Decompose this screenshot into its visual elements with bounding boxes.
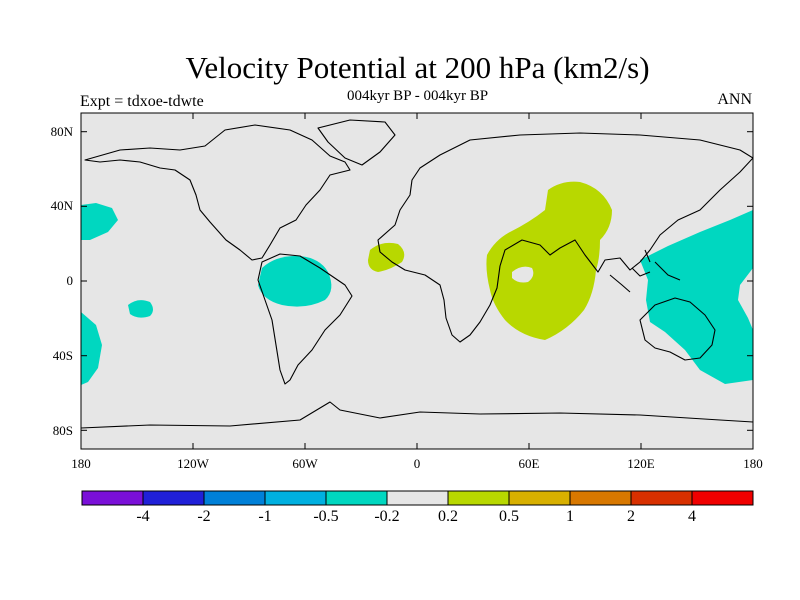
coastline-maritime-islands — [609, 249, 681, 293]
neutral-hole-arabian-sea — [512, 266, 534, 283]
colorbar-box — [142, 490, 205, 506]
colorbar-box — [691, 490, 754, 506]
colorbar-label: -0.2 — [374, 508, 400, 525]
negative-region-maritime-continent — [640, 210, 753, 384]
lat-ticks — [81, 131, 753, 431]
lat-label-40s: 40S — [52, 348, 73, 363]
colorbar-box — [630, 490, 693, 506]
colorbar-label: -2 — [197, 508, 211, 525]
colorbar-box — [386, 490, 449, 506]
lon-label-180e: 180 — [743, 456, 763, 471]
coastline-australia — [639, 297, 716, 361]
negative-region-central-pacific-spot — [128, 300, 153, 318]
coastline-antarctica — [81, 401, 753, 429]
lon-ticks — [80, 113, 754, 449]
lon-label-60e: 60E — [518, 456, 540, 471]
colorbar-box — [325, 490, 388, 506]
lat-label-0: 0 — [66, 273, 74, 288]
colorbar-label: 4 — [688, 508, 696, 525]
coastline-south-america — [257, 253, 353, 385]
colorbar-label: -0.5 — [313, 508, 339, 525]
coastline-eurasia-africa — [377, 132, 753, 343]
season-label: ANN — [717, 91, 752, 108]
negative-region-amazon — [258, 255, 332, 307]
colorbar-label: 0.2 — [438, 508, 458, 525]
colorbar-box — [203, 490, 266, 506]
plot-title: Velocity Potential at 200 hPa (km2/s) — [185, 50, 650, 85]
colorbar-label: -1 — [258, 508, 272, 525]
colorbar-box — [81, 490, 144, 506]
colorbar — [81, 490, 754, 506]
coastline-greenland — [317, 119, 396, 166]
colorbar-label: 1 — [566, 508, 574, 525]
plot-subtitle: 004kyr BP - 004kyr BP — [346, 88, 489, 104]
lat-label-80s: 80S — [52, 423, 73, 438]
lon-label-0: 0 — [413, 456, 421, 471]
coastline-north-america — [84, 124, 351, 261]
colorbar-label: 2 — [627, 508, 635, 525]
colorbar-label: -4 — [136, 508, 150, 525]
positive-region-indian-ocean — [486, 181, 612, 340]
coastlines — [81, 119, 753, 429]
negative-region-south-pacific-west — [81, 312, 102, 385]
lon-label-120e: 120E — [627, 456, 655, 471]
colorbar-box — [264, 490, 327, 506]
experiment-label: Expt = tdxoe-tdwte — [80, 93, 204, 110]
lat-label-40n: 40N — [50, 198, 73, 213]
map-background — [81, 113, 753, 449]
colorbar-box — [508, 490, 571, 506]
lon-label-180w: 180 — [71, 456, 91, 471]
colorbar-box — [569, 490, 632, 506]
colorbar-box — [447, 490, 510, 506]
colorbar-label: 0.5 — [499, 508, 519, 525]
lat-label-80n: 80N — [50, 124, 73, 139]
lon-label-120w: 120W — [177, 456, 209, 471]
lon-label-60w: 60W — [292, 456, 318, 471]
negative-region-north-pacific-west — [81, 203, 118, 240]
